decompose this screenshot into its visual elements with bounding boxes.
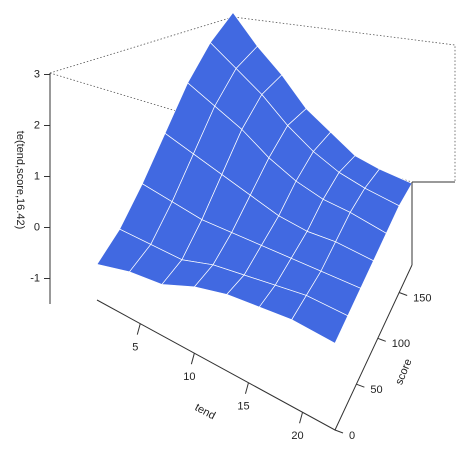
y-tick bbox=[398, 292, 408, 296]
x-tick-label: 15 bbox=[237, 401, 249, 413]
z-tick-label: -1 bbox=[30, 272, 40, 284]
x-tick-label: 5 bbox=[132, 342, 138, 354]
y-tick-label: 50 bbox=[370, 384, 382, 396]
z-tick-label: 1 bbox=[34, 170, 40, 182]
y-tick bbox=[356, 383, 365, 388]
x-tick bbox=[136, 323, 141, 335]
z-tick-label: 3 bbox=[34, 68, 40, 80]
y-tick-label: 0 bbox=[349, 430, 355, 442]
y-tick-label: 100 bbox=[392, 338, 410, 350]
x-tick bbox=[299, 412, 304, 424]
box-edge bbox=[49, 16, 456, 182]
surface-facet bbox=[291, 294, 349, 344]
z-axis-label: te(tend,score,16.42) bbox=[14, 131, 26, 229]
y-tick bbox=[334, 429, 344, 434]
x-tick bbox=[190, 353, 195, 365]
surface bbox=[96, 11, 413, 344]
z-tick-label: 2 bbox=[34, 119, 40, 131]
x-tick-label: 20 bbox=[291, 430, 303, 442]
y-axis-label: score bbox=[393, 357, 414, 386]
x-tick bbox=[244, 382, 249, 394]
y-tick bbox=[377, 337, 386, 342]
x-axis-label: tend bbox=[193, 402, 218, 423]
y-tick-label: 150 bbox=[413, 292, 431, 304]
z-tick-label: 0 bbox=[34, 221, 40, 233]
x-tick-label: 10 bbox=[183, 371, 195, 383]
